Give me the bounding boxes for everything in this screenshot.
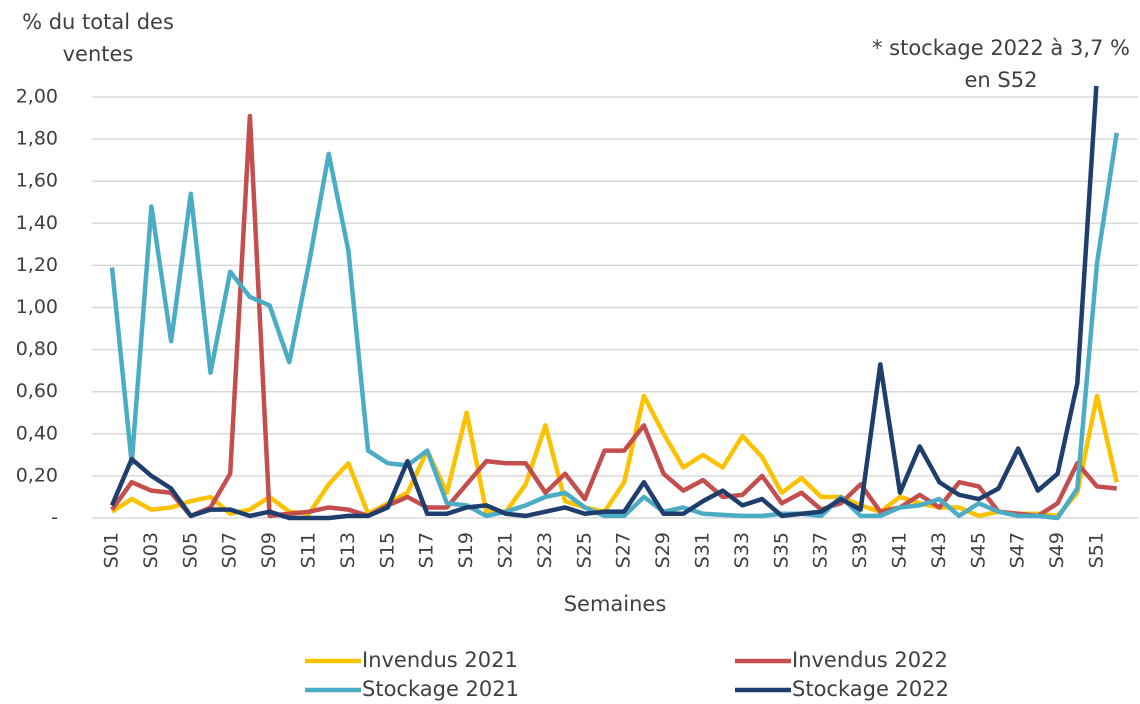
- x-tick-label: S45: [967, 532, 989, 568]
- y-tick-label: 1,60: [16, 170, 58, 192]
- x-tick-label: S33: [731, 532, 753, 568]
- x-tick-label: S47: [1007, 532, 1029, 568]
- x-tick-label: S09: [258, 532, 280, 568]
- y-tick-label: 0,20: [16, 464, 58, 486]
- x-tick-label: S15: [376, 532, 398, 568]
- annotation: * stockage 2022 à 3,7 % en S52: [871, 36, 1131, 92]
- y-tick-label: 2,00: [16, 86, 58, 108]
- series-line: [109, 132, 1119, 521]
- x-tick-label: S19: [455, 532, 477, 568]
- y-tick-label: 1,40: [16, 212, 58, 234]
- x-tick-label: S35: [770, 532, 792, 568]
- y-axis-label: % du total des ventes: [22, 10, 174, 66]
- legend-label: Stockage 2022: [792, 677, 949, 701]
- x-tick-label: S07: [219, 532, 241, 568]
- legend-label: Stockage 2021: [362, 677, 519, 701]
- grid: [92, 96, 1138, 519]
- x-tick-label: S21: [495, 532, 517, 568]
- series-line: [110, 113, 1117, 519]
- y-tick-label: 1,80: [16, 128, 58, 150]
- y-tick-label: 0,60: [16, 380, 58, 402]
- x-tick-label: S05: [179, 532, 201, 568]
- x-tick-label: S13: [337, 532, 359, 568]
- x-tick-label: S49: [1046, 532, 1068, 568]
- x-tick-label: S23: [534, 532, 556, 568]
- x-tick-label: S31: [692, 532, 714, 568]
- x-tick-label: S39: [849, 532, 871, 568]
- y-tick-label: 1,20: [16, 254, 58, 276]
- y-tick-label: 0,40: [16, 422, 58, 444]
- series-line: [109, 86, 1099, 521]
- y-tick-label: 0,80: [16, 338, 58, 360]
- x-tick-label: S25: [573, 532, 595, 568]
- x-axis-label: Semaines: [563, 592, 667, 616]
- x-tick-label: S03: [140, 532, 162, 568]
- x-tick-label: S11: [298, 532, 320, 568]
- x-tick-label: S29: [652, 532, 674, 568]
- x-tick-label: S37: [810, 532, 832, 568]
- x-tick-label: S51: [1086, 532, 1108, 568]
- legend-label: Invendus 2021: [362, 648, 518, 672]
- y-tick-label: -: [51, 507, 58, 529]
- lines: [109, 86, 1119, 521]
- x-tick-label: S17: [416, 532, 438, 568]
- x-tick-label: S41: [889, 532, 911, 568]
- x-tick-label: S43: [928, 532, 950, 568]
- x-tick-label: S27: [613, 532, 635, 568]
- y-tick-label: 1,00: [16, 296, 58, 318]
- x-tick-label: S01: [101, 532, 123, 568]
- legend-label: Invendus 2022: [792, 648, 948, 672]
